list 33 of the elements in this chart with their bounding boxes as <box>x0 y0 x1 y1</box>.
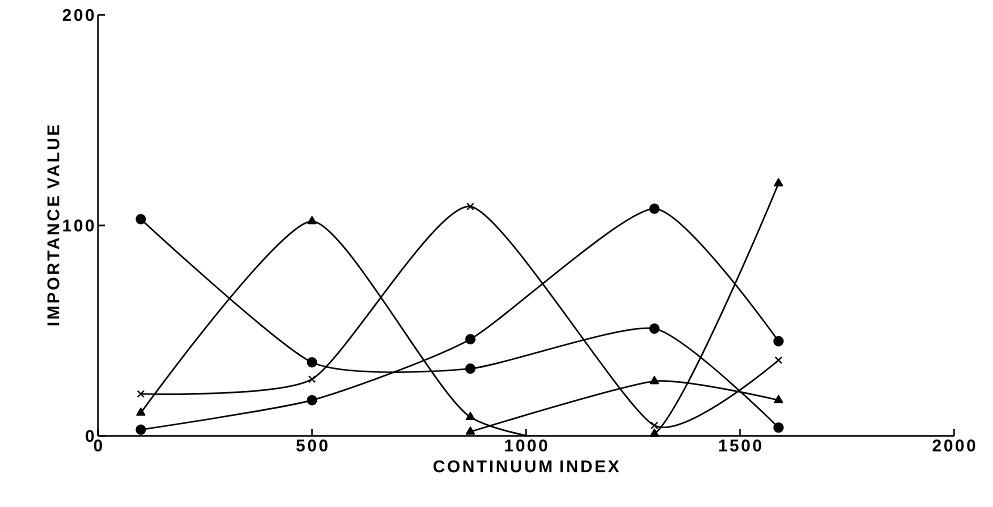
point <box>773 422 784 433</box>
point <box>650 376 660 384</box>
point <box>136 214 146 224</box>
point <box>308 375 316 384</box>
x-axis-title: CONTINUUM INDEX <box>434 460 620 472</box>
point <box>650 428 660 437</box>
point <box>466 426 475 435</box>
point <box>774 356 782 364</box>
point <box>650 422 658 430</box>
point <box>136 408 146 416</box>
x-tick-label: 2000 <box>932 440 976 452</box>
point <box>466 202 474 210</box>
point <box>649 323 660 334</box>
point <box>465 334 476 344</box>
point <box>465 363 476 374</box>
x-tick-label: 500 <box>296 440 328 452</box>
y-tick-label: 0 <box>86 430 94 442</box>
point <box>306 357 318 368</box>
point <box>466 412 475 420</box>
point <box>773 336 784 346</box>
point <box>136 390 145 398</box>
point <box>774 178 784 186</box>
y-tick-label: 200 <box>62 8 94 21</box>
point <box>649 203 660 214</box>
x-tick-label: 1500 <box>719 440 762 452</box>
point <box>136 424 146 435</box>
y-axis-title: IMPORTANCE VALUE <box>47 125 60 326</box>
point <box>307 216 317 224</box>
x-tick-label: 0 <box>94 440 102 452</box>
y-tick-label: 100 <box>63 219 94 232</box>
x-tick-label: 1000 <box>505 440 548 452</box>
point <box>306 395 318 406</box>
point <box>774 395 784 404</box>
